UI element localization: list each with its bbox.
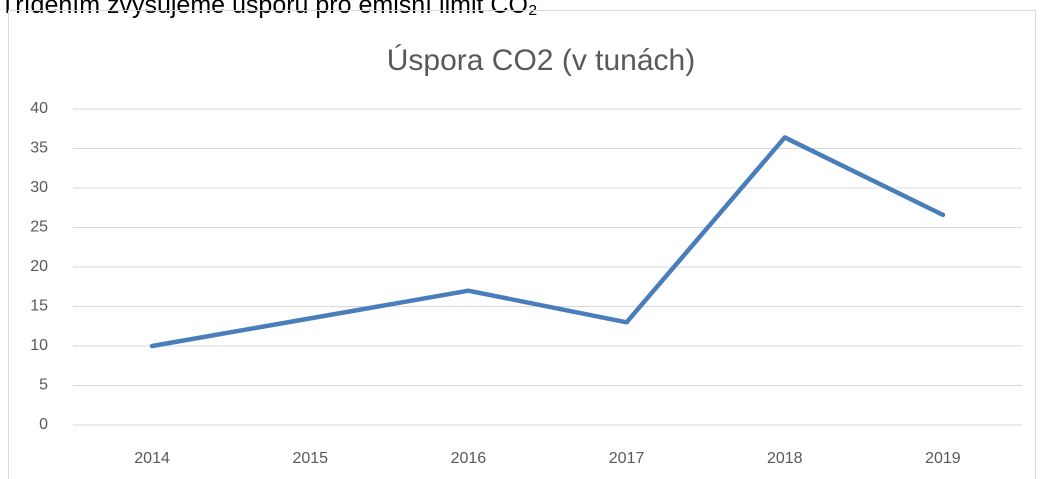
y-tick-label: 10 [30,337,48,354]
x-tick-label: 2017 [609,450,645,467]
y-tick-label: 20 [30,258,48,275]
heading: Tříděním zvyšujeme úsporu pro emisní lim… [0,0,538,19]
y-tick-label: 25 [30,219,48,236]
y-tick-label: 5 [39,377,48,394]
y-tick-label: 35 [30,140,48,157]
x-tick-label: 2014 [134,450,170,467]
y-tick-label: 30 [30,179,48,196]
x-tick-label: 2016 [451,450,487,467]
x-tick-label: 2015 [292,450,328,467]
y-tick-label: 15 [30,298,48,315]
x-tick-label: 2018 [767,450,803,467]
chart-title: Úspora CO2 (v tunách) [387,44,695,77]
y-tick-label: 0 [39,416,48,433]
line-series [149,135,946,349]
chart-frame [8,10,1036,479]
y-tick-label: 40 [30,100,48,117]
x-tick-label: 2019 [925,450,961,467]
